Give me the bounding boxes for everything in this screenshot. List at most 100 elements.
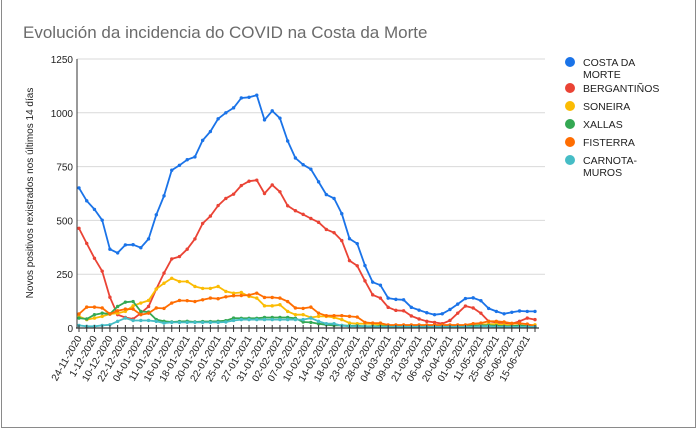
data-point	[363, 263, 367, 268]
data-point	[463, 296, 468, 301]
data-point	[224, 289, 228, 294]
data-point	[270, 109, 274, 113]
chart-title: Evolución da incidencia do COVID na Cost…	[23, 23, 427, 42]
data-point	[208, 296, 213, 300]
data-point	[193, 237, 197, 241]
data-point	[301, 212, 305, 217]
data-point	[231, 318, 236, 323]
data-point	[285, 299, 290, 304]
data-point	[432, 320, 437, 325]
y-tick-label: 250	[56, 270, 73, 281]
data-point	[92, 256, 97, 260]
data-point	[146, 237, 151, 241]
data-point	[255, 296, 259, 300]
data-point	[370, 293, 375, 297]
data-point	[510, 310, 514, 314]
legend-label: BERGANTIÑOS	[583, 82, 659, 95]
data-point	[517, 321, 522, 325]
data-point	[285, 309, 290, 314]
data-point	[162, 321, 166, 325]
legend-label: MORTE	[583, 69, 621, 81]
data-point	[456, 302, 460, 306]
data-point	[177, 298, 182, 303]
data-point	[270, 304, 274, 308]
data-point	[486, 306, 491, 311]
y-tick-label: 1000	[51, 109, 74, 120]
data-point	[92, 305, 97, 309]
data-point	[293, 156, 298, 160]
data-point	[363, 320, 367, 325]
data-point	[301, 320, 305, 324]
data-point	[231, 291, 236, 295]
y-axis-ticks: 0 250 500 750 1000 1250	[51, 55, 78, 335]
data-point	[208, 214, 213, 218]
data-point	[224, 320, 228, 324]
data-point	[502, 320, 506, 324]
data-point	[170, 257, 174, 261]
data-point	[247, 317, 251, 322]
data-point	[85, 305, 89, 309]
data-point	[115, 251, 120, 255]
data-point	[162, 281, 166, 285]
data-point	[316, 220, 321, 225]
data-point	[378, 283, 383, 287]
data-point	[154, 287, 158, 291]
data-point	[332, 314, 336, 318]
data-point	[479, 321, 483, 325]
data-point	[270, 295, 274, 300]
legend-item: FISTERRA	[565, 137, 635, 149]
data-point	[309, 167, 313, 171]
data-point	[340, 317, 344, 322]
data-point	[216, 284, 220, 289]
data-point	[525, 316, 529, 320]
legend-label: SONEIRA	[583, 101, 630, 113]
series-fisterra	[77, 291, 537, 328]
data-point	[409, 314, 414, 318]
data-point	[170, 276, 174, 280]
data-point	[231, 316, 236, 320]
data-point	[401, 298, 406, 302]
data-point	[216, 203, 220, 208]
data-point	[347, 236, 352, 241]
data-point	[425, 319, 429, 324]
data-point	[324, 321, 329, 326]
data-point	[278, 296, 282, 300]
data-point	[255, 317, 259, 322]
series-lines	[77, 93, 537, 329]
data-point	[100, 269, 104, 273]
data-point	[394, 297, 398, 302]
legend-marker-icon	[565, 57, 575, 67]
data-point	[255, 93, 259, 97]
data-point	[231, 294, 236, 298]
data-point	[316, 319, 321, 324]
data-point	[486, 319, 491, 324]
data-point	[77, 312, 81, 316]
data-point	[448, 307, 452, 312]
data-point	[131, 304, 135, 308]
data-point	[293, 209, 298, 213]
data-point	[239, 317, 244, 322]
series-line	[78, 179, 536, 325]
data-point	[77, 226, 81, 231]
data-point	[370, 321, 375, 325]
data-point	[208, 320, 213, 325]
data-point	[177, 279, 182, 284]
data-point	[108, 323, 112, 327]
data-point	[247, 293, 251, 297]
data-point	[525, 309, 529, 314]
data-point	[316, 321, 321, 326]
data-point	[108, 295, 112, 299]
data-point	[85, 241, 89, 246]
data-point	[139, 246, 143, 250]
data-point	[456, 311, 460, 315]
data-point	[200, 298, 205, 302]
legend-item: CARNOTA-MUROS	[565, 155, 638, 179]
data-point	[270, 317, 274, 322]
data-point	[146, 304, 151, 309]
data-point	[115, 309, 120, 313]
data-point	[332, 230, 336, 235]
legend-marker-icon	[565, 119, 575, 129]
legend-label: FISTERRA	[583, 137, 635, 149]
data-point	[154, 306, 158, 310]
legend-marker-icon	[565, 155, 575, 165]
